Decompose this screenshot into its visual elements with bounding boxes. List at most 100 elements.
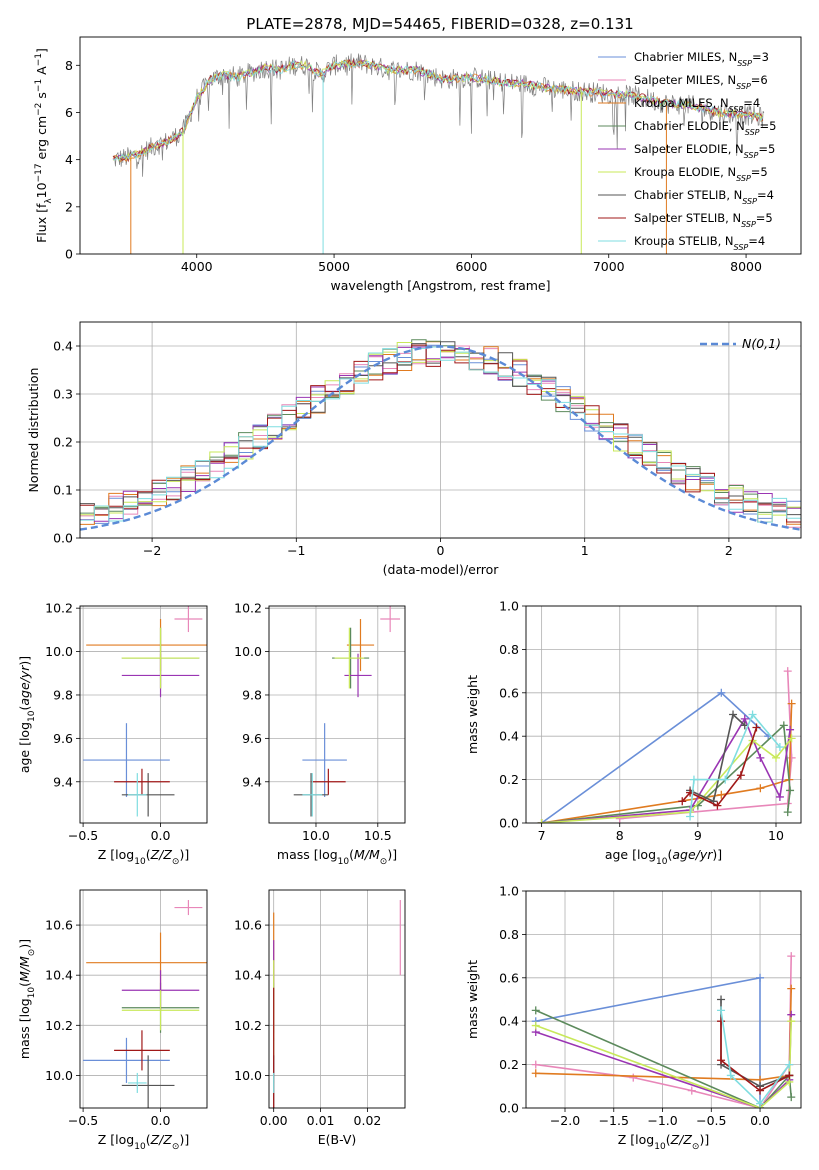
weight_vs_age-marker-0 bbox=[717, 688, 726, 697]
weight_vs_age-marker-2 bbox=[717, 790, 726, 799]
weight_vs_age-ytick-label: 0.4 bbox=[499, 729, 519, 744]
age_vs_Z-xlabel: Z [log10(Z/Z⊙)] bbox=[98, 847, 189, 867]
weight_vs_age-plot-area bbox=[537, 667, 796, 823]
weight_vs_age-line-2 bbox=[541, 703, 793, 823]
weight_vs_age-line-7 bbox=[681, 727, 758, 807]
spectrum-frame bbox=[79, 36, 802, 255]
weight_vs_Z-xtick-label: −0.5 bbox=[696, 1113, 726, 1128]
weight_vs_age-line-6 bbox=[689, 712, 746, 803]
weight_vs_age-marker-8 bbox=[775, 743, 784, 752]
weight_vs_Z-line-5 bbox=[535, 1021, 792, 1108]
figure-title: PLATE=2878, MJD=54465, FIBERID=0328, z=0… bbox=[246, 15, 633, 33]
normal-curve bbox=[80, 345, 801, 531]
weight_vs_Z-marker-7 bbox=[756, 1086, 765, 1095]
mass_vs_EBV-xtick-label: 0.01 bbox=[307, 1113, 335, 1128]
age_vs_Z-plot-area bbox=[83, 606, 207, 817]
residual-ytick-label: 0.2 bbox=[53, 435, 73, 450]
weight_vs_Z-marker-1 bbox=[787, 952, 796, 961]
age_vs_Z-ytick-label: 10.0 bbox=[45, 644, 73, 659]
residual-plot-area bbox=[80, 339, 801, 531]
legend-label-4: Salpeter ELODIE, NSSP=5 bbox=[634, 142, 775, 160]
weight_vs_age-ytick-label: 0.0 bbox=[499, 816, 519, 831]
hist-series-8 bbox=[80, 346, 801, 523]
weight_vs_age-xtick-label: 7 bbox=[538, 828, 546, 843]
spectrum-xtick-label: 6000 bbox=[455, 259, 487, 274]
age_vs_Z-ytick-label: 9.8 bbox=[53, 687, 73, 702]
weight_vs_Z-xtick-label: −1.0 bbox=[647, 1113, 677, 1128]
weight_vs_age-marker-1 bbox=[787, 753, 796, 762]
weight_vs_Z-ytick-label: 0.4 bbox=[499, 1014, 519, 1029]
weight_vs_Z-marker-3 bbox=[531, 1006, 540, 1015]
age_vs_mass-frame bbox=[268, 605, 406, 824]
weight_vs_Z-marker-0 bbox=[756, 973, 765, 982]
weight_vs_Z-ylabel: mass weight bbox=[465, 960, 480, 1039]
spectrum-ytick-label: 2 bbox=[65, 199, 73, 214]
weight_vs_Z-marker-2 bbox=[787, 984, 796, 993]
spectrum-xtick-label: 8000 bbox=[730, 259, 762, 274]
weight_vs_Z-panel: −2.0 −1.5 −1.0 −0.5 0.0 0.0 0.2 0.4 0.6 0.8 1.0 Z [… bbox=[465, 884, 802, 1152]
residual-xtick-label: 1 bbox=[581, 543, 589, 558]
residual-ytick-label: 0.1 bbox=[53, 483, 73, 498]
weight_vs_Z-frame bbox=[525, 890, 802, 1109]
weight_vs_age-marker-8 bbox=[689, 775, 698, 784]
legend-label-8: Kroupa STELIB, NSSP=4 bbox=[634, 234, 765, 252]
residual-xtick-label: −2 bbox=[143, 543, 161, 558]
weight_vs_age-ylabel: mass weight bbox=[465, 675, 480, 754]
weight_vs_age-marker-5 bbox=[787, 734, 796, 743]
legend-label-1: Salpeter MILES, NSSP=6 bbox=[634, 73, 768, 91]
weight_vs_Z-ytick-label: 0.2 bbox=[499, 1057, 519, 1072]
weight_vs_age-xlabel: age [log10(age/yr)] bbox=[605, 847, 722, 867]
weight_vs_Z-marker-6 bbox=[717, 995, 726, 1004]
mass_vs_EBV-xtick-label: 0.00 bbox=[260, 1113, 288, 1128]
mass_vs_EBV-panel: 0.00 0.01 0.02 10.0 10.2 10.4 10.6 E(B-V) bbox=[234, 889, 406, 1147]
residual-ytick-label: 0.0 bbox=[53, 531, 73, 546]
spectrum-ytick-label: 6 bbox=[65, 105, 73, 120]
legend-label-2: Kroupa MILES, NSSP=4 bbox=[634, 96, 760, 114]
mass_vs_EBV-plot-area bbox=[273, 900, 401, 1108]
mass_vs_EBV-ytick-label: 10.6 bbox=[234, 918, 262, 933]
weight_vs_Z-marker-1 bbox=[687, 1086, 696, 1095]
spectrum-ylabel: Flux [fλ10−17 erg cm−2 s−1 A−1] bbox=[34, 48, 54, 243]
residual-xtick-label: −1 bbox=[287, 543, 305, 558]
spectrum-xlabel: wavelength [Angstrom, rest frame] bbox=[330, 278, 550, 293]
mass_vs_EBV-xtick-label: 0.02 bbox=[354, 1113, 382, 1128]
residual-ytick-label: 0.4 bbox=[53, 339, 73, 354]
weight_vs_Z-marker-7 bbox=[717, 1056, 726, 1065]
weight_vs_age-ytick-label: 0.6 bbox=[499, 685, 519, 700]
weight_vs_Z-marker-5 bbox=[531, 1021, 540, 1030]
spectrum-model-8 bbox=[112, 60, 764, 162]
weight_vs_age-marker-3 bbox=[779, 721, 788, 730]
residual-xtick-label: 2 bbox=[725, 543, 733, 558]
weight_vs_Z-marker-5 bbox=[787, 1017, 796, 1026]
weight_vs_age-marker-5 bbox=[537, 819, 546, 823]
weight_vs_Z-ytick-label: 0.6 bbox=[499, 970, 519, 985]
mass_vs_Z-ytick-label: 10.0 bbox=[45, 1068, 73, 1083]
residual-panel: −2 −1 0 1 2 0.0 0.1 0.2 0.3 0.4 (data-model)/error… bbox=[26, 321, 802, 577]
weight_vs_Z-marker-8 bbox=[756, 1099, 765, 1108]
weight_vs_age-marker-8 bbox=[686, 812, 695, 821]
age_vs_mass-ytick-label: 9.6 bbox=[242, 731, 262, 746]
weight_vs_Z-marker-2 bbox=[531, 1069, 540, 1078]
weight_vs_Z-xtick-label: 0.0 bbox=[750, 1113, 770, 1128]
weight_vs_Z-marker-3 bbox=[787, 1093, 796, 1102]
weight_vs_Z-xtick-label: −2.0 bbox=[550, 1113, 580, 1128]
weight_vs_age-ytick-label: 0.8 bbox=[499, 642, 519, 657]
mass_vs_Z-frame bbox=[79, 889, 208, 1109]
age_vs_Z-xtick-label: 0.0 bbox=[151, 828, 171, 843]
weight_vs_age-marker-1 bbox=[783, 667, 792, 676]
spectrum-ytick-label: 0 bbox=[65, 247, 73, 262]
weight_vs_age-marker-7 bbox=[752, 723, 761, 732]
spectrum-model-5 bbox=[112, 59, 764, 162]
weight_vs_Z-marker-8 bbox=[717, 1006, 726, 1015]
residual-ylabel: Normed distribution bbox=[26, 368, 41, 493]
weight_vs_age-marker-2 bbox=[787, 699, 796, 708]
mass_vs_Z-xtick-label: −0.5 bbox=[68, 1113, 98, 1128]
spectrum-panel: 4000 5000 6000 7000 8000 0 2 4 6 8 wavelength [Ang… bbox=[34, 36, 802, 293]
weight_vs_Z-xtick-label: −1.5 bbox=[599, 1113, 629, 1128]
legend-label-5: Kroupa ELODIE, NSSP=5 bbox=[634, 165, 768, 183]
weight_vs_age-xtick-label: 8 bbox=[616, 828, 624, 843]
age_vs_mass-panel: 10.0 10.5 9.4 9.6 9.8 10.0 10.2 mass [log10(M/M… bbox=[234, 601, 406, 867]
legend-label-3: Chabrier ELODIE, NSSP=5 bbox=[634, 119, 776, 137]
age_vs_mass-xtick-label: 10.5 bbox=[364, 828, 392, 843]
spectrum-ytick-label: 8 bbox=[65, 58, 73, 73]
